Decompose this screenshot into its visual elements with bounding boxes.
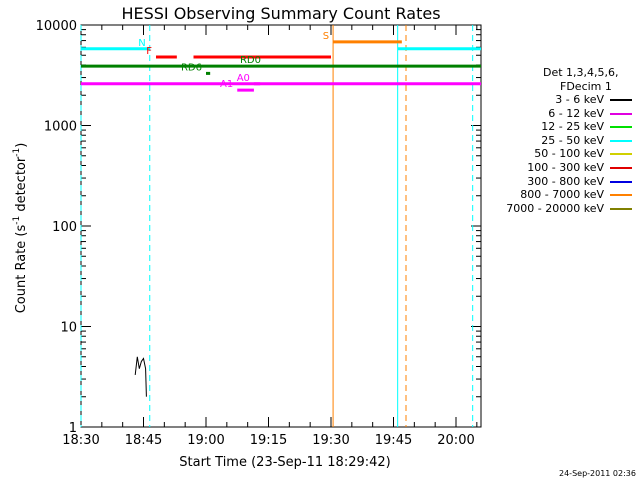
flag-label: A0 xyxy=(237,73,250,84)
flag-label: F xyxy=(146,46,152,57)
legend-item-label: 50 - 100 keV xyxy=(534,147,604,161)
y-tick-label: 1000 xyxy=(44,120,77,135)
legend-title-line1: Det 1,3,4,5,6, xyxy=(543,66,619,79)
x-tick-label: 18:45 xyxy=(125,433,162,448)
flag-label: RD0 xyxy=(240,55,261,66)
legend-item-label: 12 - 25 keV xyxy=(541,120,604,134)
x-tick-label: 20:00 xyxy=(437,433,474,448)
legend-item: 100 - 300 keV xyxy=(486,161,636,175)
legend-swatch xyxy=(610,153,632,156)
y-tick-label: 10 xyxy=(60,321,77,336)
legend-item-label: 6 - 12 keV xyxy=(548,106,604,120)
legend-swatch xyxy=(610,167,632,169)
series-line xyxy=(134,356,147,397)
legend-item-label: 25 - 50 keV xyxy=(541,133,604,147)
y-tick-label: 100 xyxy=(52,220,77,235)
legend-swatch xyxy=(610,207,632,210)
legend-item: 50 - 100 keV xyxy=(486,147,636,161)
legend-item: 25 - 50 keV xyxy=(486,134,636,148)
flag-label: S xyxy=(323,31,329,42)
legend-swatch xyxy=(610,180,632,183)
legend-item-label: 7000 - 20000 keV xyxy=(506,201,604,215)
legend-swatch xyxy=(610,99,632,101)
legend-item: 7000 - 20000 keV xyxy=(486,202,636,216)
legend-item: 300 - 800 keV xyxy=(486,175,636,189)
flag-label: N xyxy=(138,38,145,49)
y-axis-label-sup2: -1 xyxy=(12,148,22,157)
flag-label: A1 xyxy=(220,79,233,90)
legend-item: 6 - 12 keV xyxy=(486,107,636,121)
plot-frame xyxy=(80,24,482,428)
x-tick-label: 19:30 xyxy=(312,433,349,448)
legend-swatch xyxy=(610,126,632,129)
x-tick-label: 18:30 xyxy=(62,433,99,448)
y-axis-label: Count Rate (s-1 detector-1) xyxy=(12,143,29,314)
x-axis-label: Start Time (23-Sep-11 18:29:42) xyxy=(179,455,390,470)
legend-swatch xyxy=(610,112,632,115)
legend-item-label: 100 - 300 keV xyxy=(527,161,604,174)
plot-area: 1 10 100 1000 10000 18:30 18:45 19:00 19:15 19:30… xyxy=(36,19,482,448)
legend-item: 3 - 6 keV xyxy=(486,93,636,107)
y-axis-label-part2: detector xyxy=(14,156,29,216)
legend-swatch xyxy=(610,194,632,197)
legend-title-line2: FDecim 1 xyxy=(560,80,612,93)
y-tick-label: 1 xyxy=(69,421,77,436)
chart-title: HESSI Observing Summary Count Rates xyxy=(121,4,440,23)
y-tick-label: 10000 xyxy=(36,19,77,34)
y-axis-label-sup1: -1 xyxy=(12,216,22,225)
y-axis-label-part3: ) xyxy=(14,143,29,148)
generation-timestamp: 24-Sep-2011 02:36 xyxy=(559,469,636,478)
legend-item-label: 300 - 800 keV xyxy=(527,174,604,188)
x-tick-label: 19:15 xyxy=(250,433,287,448)
legend-swatch xyxy=(610,139,632,142)
x-tick-label: 19:45 xyxy=(375,433,412,448)
legend-item: 12 - 25 keV xyxy=(486,120,636,134)
legend-item-label: 800 - 7000 keV xyxy=(520,188,604,202)
legend-item-label: 3 - 6 keV xyxy=(555,93,604,106)
y-axis-label-part1: Count Rate (s xyxy=(14,225,29,314)
legend-item: 800 - 7000 keV xyxy=(486,188,636,202)
x-tick-label: 19:00 xyxy=(187,433,224,448)
flag-label: RD6 xyxy=(181,62,202,73)
